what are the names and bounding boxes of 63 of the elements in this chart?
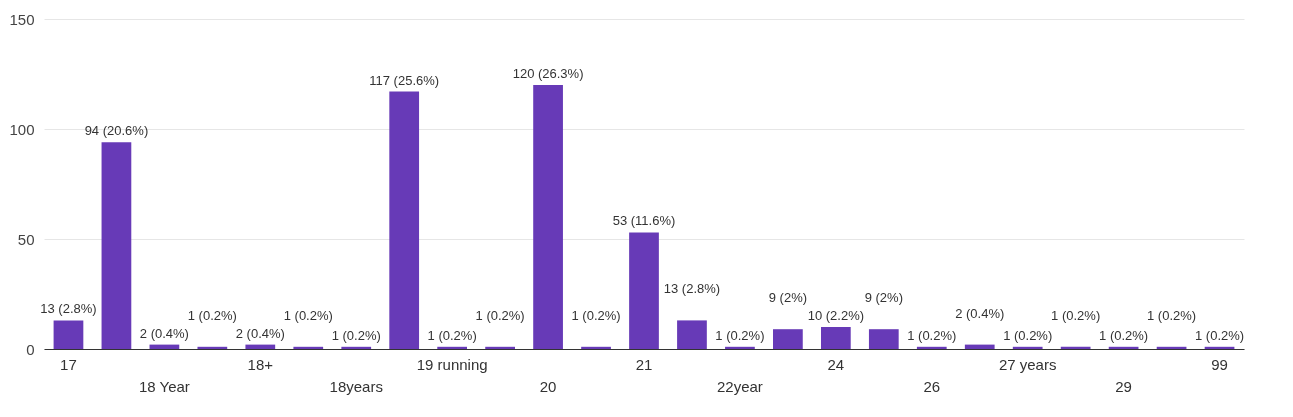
bar xyxy=(868,329,899,349)
data-label: 13 (2.8%) xyxy=(663,281,721,297)
x-tick-label: 21 xyxy=(635,355,653,373)
data-label: 9 (2%) xyxy=(768,290,808,306)
x-tick-label: 18years xyxy=(329,377,383,395)
data-label: 1 (0.2%) xyxy=(1147,307,1197,323)
data-label: 94 (20.6%) xyxy=(84,123,149,139)
data-label: 1 (0.2%) xyxy=(1099,327,1149,343)
x-tick-label: 19 running xyxy=(416,355,488,373)
bar xyxy=(101,142,132,349)
data-label: 1 (0.2%) xyxy=(1003,327,1053,343)
bar xyxy=(1012,346,1043,349)
x-tick-label: 22year xyxy=(716,377,763,395)
bar xyxy=(725,346,755,349)
bar xyxy=(437,346,468,349)
data-label: 2 (0.4%) xyxy=(955,305,1005,321)
bar xyxy=(341,346,372,349)
x-tick-label: 26 xyxy=(923,377,941,395)
data-label: 53 (11.6%) xyxy=(612,213,676,229)
x-tick-label: 27 years xyxy=(998,355,1057,373)
y-tick-label: 100 xyxy=(9,120,35,138)
data-label: 13 (2.8%) xyxy=(40,301,97,317)
bar xyxy=(581,346,611,349)
bar xyxy=(677,320,707,349)
data-label: 1 (0.2%) xyxy=(187,307,237,323)
bar xyxy=(197,346,228,349)
bar xyxy=(533,85,563,349)
x-tick-label: 18 Year xyxy=(138,377,190,395)
bar xyxy=(916,346,947,349)
data-label: 2 (0.4%) xyxy=(235,325,285,341)
data-label: 1 (0.2%) xyxy=(1051,307,1101,323)
data-label: 1 (0.2%) xyxy=(1194,327,1245,343)
data-label: 2 (0.4%) xyxy=(139,325,189,341)
x-tick-label: 99 xyxy=(1211,355,1228,373)
bar xyxy=(293,346,324,349)
data-label: 117 (25.6%) xyxy=(369,72,440,88)
x-tick-label: 29 xyxy=(1115,377,1132,395)
data-label: 120 (26.3%) xyxy=(512,66,584,81)
bar xyxy=(964,344,995,349)
y-tick-label: 0 xyxy=(26,340,35,358)
bar xyxy=(1060,346,1091,349)
x-tick-label: 18+ xyxy=(247,355,274,373)
data-label: 9 (2%) xyxy=(864,290,903,306)
data-label: 1 (0.2%) xyxy=(715,327,765,343)
data-label: 1 (0.2%) xyxy=(283,307,333,323)
data-label: 1 (0.2%) xyxy=(427,327,477,343)
data-label: 10 (2.2%) xyxy=(807,308,865,323)
y-tick-label: 50 xyxy=(17,230,35,248)
bar xyxy=(53,320,84,349)
data-label: 1 (0.2%) xyxy=(571,307,621,323)
bar xyxy=(389,91,420,349)
data-label: 1 (0.2%) xyxy=(331,327,381,343)
x-tick-label: 17 xyxy=(60,355,77,373)
bar xyxy=(629,232,659,349)
bar xyxy=(773,329,803,349)
data-label: 1 (0.2%) xyxy=(475,307,525,323)
x-tick-label: 24 xyxy=(827,355,845,373)
y-tick-label: 150 xyxy=(9,10,35,28)
bar xyxy=(245,344,276,349)
data-label: 1 (0.2%) xyxy=(907,327,957,343)
x-tick-label: 20 xyxy=(539,377,557,395)
bar xyxy=(485,346,515,349)
bar xyxy=(820,327,851,349)
